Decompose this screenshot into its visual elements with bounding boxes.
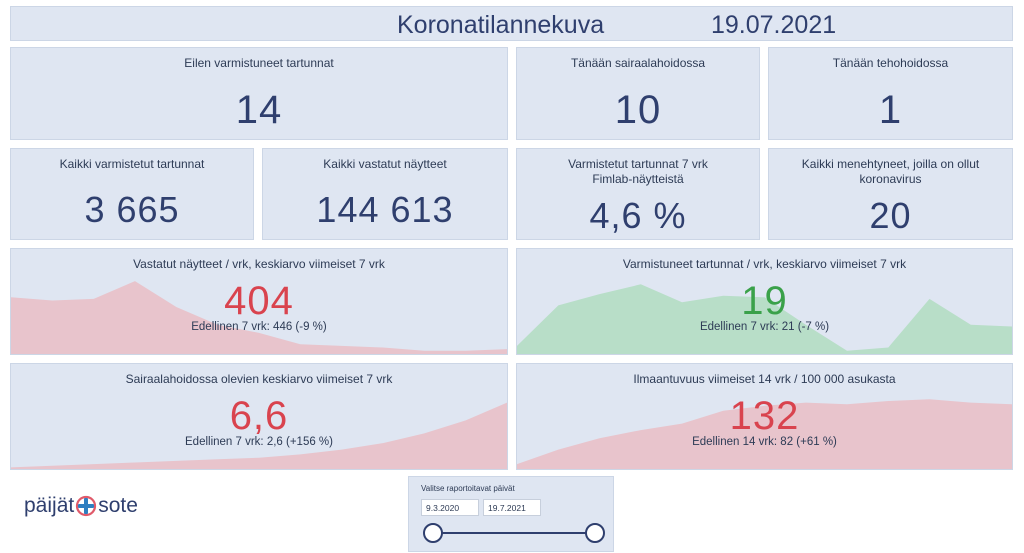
kpi-label: Kaikki varmistetut tartunnat [59,157,205,171]
kpi-icu-today: Tänään tehohoidossa 1 [768,47,1013,140]
kpi-total-cases: Kaikki varmistetut tartunnat 3 665 [10,148,254,240]
kpi-label: Eilen varmistuneet tartunnat [184,56,334,70]
kpi-label: Kaikki vastatut näytteet [323,157,447,171]
kpi-value: 144 613 [316,189,454,230]
trend-tests: Vastatut näytteet / vrk, keskiarvo viime… [10,248,508,355]
trend-cases: Varmistuneet tartunnat / vrk, keskiarvo … [516,248,1013,355]
trend-incidence: Ilmaantuvuus viimeiset 14 vrk / 100 000 … [516,363,1013,470]
kpi-positivity: Varmistetut tartunnat 7 vrk Fimlab-näytt… [516,148,760,240]
kpi-label: Tänään tehohoidossa [832,56,949,70]
kpi-value: 10 [614,88,662,132]
trend-label: Ilmaantuvuus viimeiset 14 vrk / 100 000 … [633,372,896,386]
kpi-hospital-today: Tänään sairaalahoidossa 10 [516,47,760,140]
trend-previous: Edellinen 7 vrk: 2,6 (+156 %) [185,436,333,448]
logo-text-left: päijät [24,494,75,517]
kpi-label-line1: Kaikki menehtyneet, joilla on ollut [801,157,980,171]
trend-value: 6,6 [229,394,289,438]
kpi-yesterday-cases: Eilen varmistuneet tartunnat 14 [10,47,508,140]
kpi-deaths: Kaikki menehtyneet, joilla on ollut koro… [768,148,1013,240]
sparkline-cases [517,284,1012,354]
sparkline-area [517,284,1012,354]
date-slider-track[interactable] [433,532,595,534]
sparkline-area [11,402,507,469]
kpi-label: Tänään sairaalahoidossa [570,56,706,70]
trend-hospital: Sairaalahoidossa olevien keskiarvo viime… [10,363,508,470]
kpi-label: Kaikki menehtyneet, joilla on ollut koro… [769,157,1012,187]
trend-value: 404 [224,279,294,323]
date-range-slicer: Valitse raportoitavat päivät 9.3.2020 19… [408,476,614,552]
sparkline-hospital [11,402,507,469]
trend-label: Vastatut näytteet / vrk, keskiarvo viime… [133,257,385,271]
paijat-sote-logo: päijät sote [24,494,138,518]
sparkline-incidence [517,399,1012,469]
cross-logo-icon [75,495,97,517]
trend-previous: Edellinen 7 vrk: 446 (-9 %) [191,321,327,333]
sparkline-area [11,281,507,354]
kpi-label: Varmistetut tartunnat 7 vrk Fimlab-näytt… [517,157,759,187]
kpi-value: 1 [878,88,903,132]
trend-previous: Edellinen 14 vrk: 82 (+61 %) [692,436,837,448]
trend-previous: Edellinen 7 vrk: 21 (-7 %) [699,321,830,333]
kpi-total-tests: Kaikki vastatut näytteet 144 613 [262,148,508,240]
report-date: 19.07.2021 [711,11,837,39]
kpi-label-line2: Fimlab-näytteistä [592,172,684,186]
trend-label: Varmistuneet tartunnat / vrk, keskiarvo … [622,257,907,271]
trend-value: 19 [741,279,788,323]
trend-value: 132 [729,394,800,438]
kpi-value: 3 665 [84,189,180,230]
kpi-value: 14 [235,88,283,132]
start-slider-handle[interactable] [423,523,443,543]
kpi-label-line2: koronavirus [859,172,922,186]
start-date-field[interactable]: 9.3.2020 [421,499,479,516]
sparkline-tests [11,281,507,354]
end-date-field[interactable]: 19.7.2021 [483,499,541,516]
kpi-value: 20 [869,195,912,236]
dashboard-header: Koronatilannekuva 19.07.2021 [10,6,1013,41]
slicer-title: Valitse raportoitavat päivät [421,484,515,493]
sparkline-area [517,399,1012,469]
page-title: Koronatilannekuva [397,11,605,39]
kpi-value: 4,6 % [589,195,687,236]
kpi-label-line1: Varmistetut tartunnat 7 vrk [568,157,708,171]
trend-label: Sairaalahoidossa olevien keskiarvo viime… [125,372,393,386]
logo-text-right: sote [98,494,138,517]
end-slider-handle[interactable] [585,523,605,543]
